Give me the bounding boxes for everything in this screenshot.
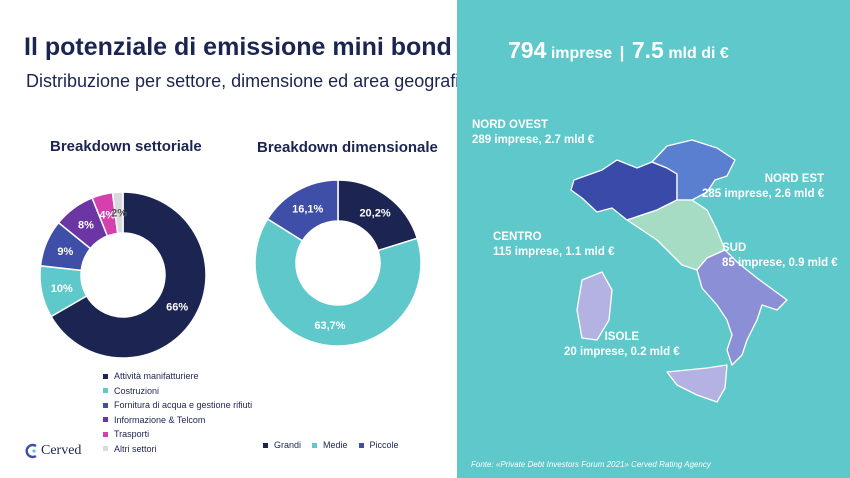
- slice-label: 20,2%: [359, 208, 390, 220]
- legend-label: Costruzioni: [114, 385, 160, 396]
- region-label-nord-ovest: NORD OVEST 289 imprese, 2.7 mld €: [472, 118, 594, 148]
- legend-item: Costruzioni: [103, 384, 252, 399]
- region-detail: 85 imprese, 0.9 mld €: [722, 257, 838, 269]
- geographic-panel: 794 imprese | 7.5 mld di € NORD OVEST 28…: [457, 0, 850, 478]
- legend-swatch: [103, 446, 108, 452]
- headline-count-unit: imprese: [550, 45, 613, 62]
- size-chart-title: Breakdown dimensionale: [257, 139, 438, 156]
- headline-summary: 794 imprese | 7.5 mld di €: [508, 37, 729, 64]
- page-title: Il potenziale di emissione mini bond: [24, 33, 452, 61]
- page-subtitle: Distribuzione per settore, dimensione ed…: [26, 71, 479, 91]
- sector-legend: Attività manifatturiere Costruzioni Fornit…: [103, 369, 252, 456]
- donut-slice: [266, 179, 339, 242]
- legend-item: Attività manifatturiere: [103, 369, 252, 384]
- slice-label: 66%: [166, 301, 188, 313]
- region-name: ISOLE: [604, 331, 640, 343]
- legend-swatch: [263, 442, 268, 448]
- donut-slice: [50, 191, 207, 359]
- region-sud: [696, 249, 788, 366]
- region-label-centro: CENTRO 115 imprese, 1.1 mld €: [493, 230, 614, 260]
- legend-swatch: [358, 442, 364, 448]
- slice-label: 2%: [111, 208, 127, 220]
- region-label-sud: SUD 85 imprese, 0.9 mld €: [722, 241, 838, 271]
- legend-swatch: [103, 431, 108, 437]
- italy-map: [570, 139, 788, 403]
- slice-label: 8%: [78, 220, 94, 232]
- region-nord-est: [651, 139, 736, 201]
- legend-item: Medie: [312, 440, 348, 450]
- region-name: NORD EST: [764, 173, 825, 185]
- headline-value-unit: mld di €: [668, 45, 729, 62]
- region-detail: 115 imprese, 1.1 mld €: [493, 246, 615, 258]
- sector-chart-title: Breakdown settoriale: [50, 138, 202, 155]
- legend-swatch: [103, 402, 108, 408]
- region-name: CENTRO: [493, 231, 542, 243]
- headline-count: 794: [508, 37, 547, 63]
- slice-label: 63,7%: [314, 320, 345, 332]
- region-detail: 285 imprese, 2.6 mld €: [702, 188, 825, 200]
- region-sardegna: [576, 271, 613, 341]
- legend-item: Trasporti: [103, 427, 252, 442]
- cerved-logo: Cerved: [25, 443, 81, 459]
- sector-donut-chart: 66% 10% 9% 8% 4%2%: [39, 191, 207, 359]
- legend-swatch: [103, 388, 108, 394]
- legend-label: Altri settori: [114, 443, 157, 454]
- legend-label: Attività manifatturiere: [114, 371, 199, 382]
- region-detail: 20 imprese, 0.2 mld €: [564, 346, 680, 358]
- slice-label: 16,1%: [292, 203, 323, 215]
- logo-text: Cerved: [41, 443, 82, 458]
- legend-item: Grandi: [263, 440, 301, 450]
- donut-slice: [254, 217, 422, 347]
- donut-slice: [111, 191, 124, 235]
- legend-swatch: [312, 442, 318, 448]
- headline-value: 7.5: [631, 37, 664, 63]
- slice-label: 10%: [51, 283, 73, 295]
- size-donut-chart: 20,2% 63,7% 16,1%: [254, 179, 422, 347]
- cerved-logo-icon: [25, 443, 37, 459]
- region-label-nord-est: NORD EST 285 imprese, 2.6 mld €: [702, 172, 824, 202]
- legend-label: Medie: [323, 440, 348, 450]
- legend-item: Fornitura di acqua e gestione rifiuti: [103, 398, 252, 413]
- legend-label: Grandi: [274, 440, 302, 450]
- legend-label: Trasporti: [114, 429, 150, 440]
- region-detail: 289 imprese, 2.7 mld €: [472, 134, 595, 146]
- legend-item: Informazione & Telcom: [103, 413, 252, 428]
- legend-item: Piccole: [358, 440, 399, 450]
- region-name: SUD: [722, 242, 747, 254]
- legend-label: Fornitura di acqua e gestione rifiuti: [114, 400, 253, 411]
- region-sicilia: [666, 364, 728, 403]
- slice-label: 9%: [57, 246, 73, 258]
- region-label-isole: ISOLE 20 imprese, 0.2 mld €: [564, 330, 680, 360]
- headline-separator: |: [619, 43, 625, 62]
- legend-item: Altri settori: [103, 442, 252, 457]
- region-name: NORD OVEST: [472, 119, 549, 131]
- legend-swatch: [103, 373, 108, 379]
- legend-label: Informazione & Telcom: [114, 414, 206, 425]
- source-note: Fonte: «Private Debt Investors Forum 202…: [471, 460, 711, 469]
- legend-swatch: [103, 417, 108, 423]
- size-legend: Grandi Medie Piccole: [263, 440, 410, 450]
- slice-label: 4%: [99, 210, 115, 222]
- legend-label: Piccole: [369, 440, 399, 450]
